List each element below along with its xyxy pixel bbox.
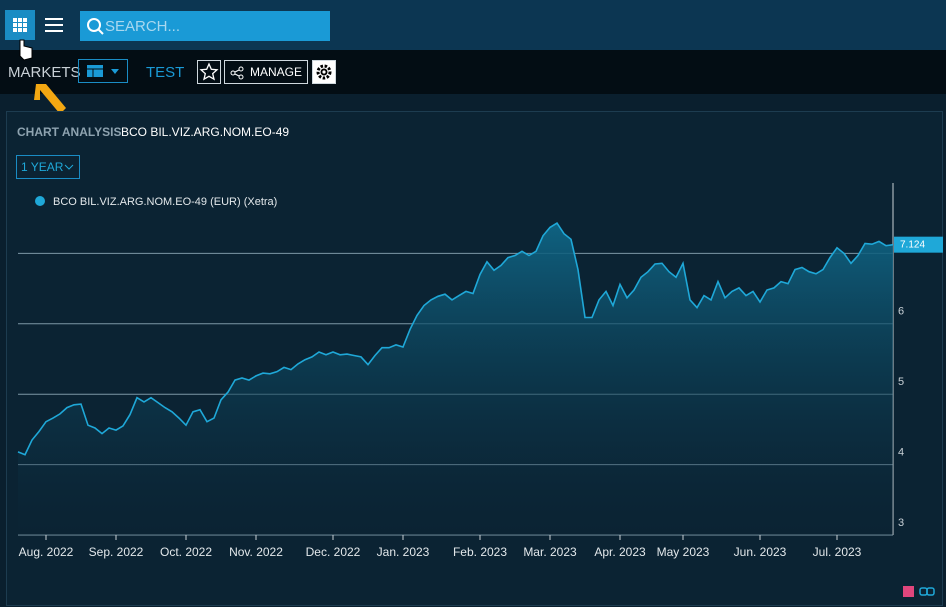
share-icon (230, 66, 244, 80)
favorite-button[interactable] (197, 60, 221, 84)
search-icon (87, 18, 104, 35)
cursor (19, 39, 33, 61)
instrument-name: BCO BIL.VIZ.ARG.NOM.EO-49 (121, 125, 290, 139)
search-box[interactable]: SEARCH... (80, 11, 330, 41)
x-tick-label: Dec. 2022 (306, 545, 361, 559)
range-label: 1 YEAR (21, 160, 64, 174)
x-tick-label: Jan. 2023 (377, 545, 430, 559)
top-bar: SEARCH... (0, 0, 946, 50)
gear-icon (316, 64, 332, 80)
x-tick-label: Jun. 2023 (734, 545, 787, 559)
legend-marker (35, 196, 45, 206)
x-tick-label: Mar. 2023 (523, 545, 577, 559)
last-value-tag (894, 236, 943, 253)
markets-tab[interactable]: MARKETS (8, 64, 81, 81)
hint-arrow (34, 84, 66, 114)
x-tick-label: Apr. 2023 (594, 545, 646, 559)
x-tick-label: Sep. 2022 (89, 545, 144, 559)
layout-dropdown[interactable] (78, 59, 128, 83)
last-value-label: 7.124 (900, 239, 925, 250)
menu-button[interactable] (44, 16, 64, 34)
manage-button[interactable]: MANAGE (224, 60, 308, 84)
y-tick-label: 6 (898, 306, 904, 318)
link-icon[interactable] (919, 586, 935, 597)
x-tick-label: Oct. 2022 (160, 545, 212, 559)
layout-icon (87, 65, 119, 77)
chevron (64, 164, 74, 170)
apps-icon (13, 18, 27, 32)
line (17, 222, 894, 456)
test-tab[interactable]: TEST (146, 64, 185, 81)
panel-label: CHART ANALYSIS (17, 125, 122, 139)
x-tick-label: Jul. 2023 (813, 545, 862, 559)
nav-bar: MARKETS TEST MANAGE (0, 50, 946, 94)
x-tick-label: Feb. 2023 (453, 545, 507, 559)
x-tick-label: May 2023 (657, 545, 710, 559)
area (18, 223, 893, 535)
settings-button[interactable] (312, 60, 336, 84)
y-tick-label: 4 (898, 447, 904, 459)
search-placeholder: SEARCH... (105, 18, 181, 35)
legend-label: BCO BIL.VIZ.ARG.NOM.EO-49 (EUR) (Xetra) (53, 196, 277, 208)
manage-label: MANAGE (250, 65, 303, 79)
x-tick-label: Nov. 2022 (229, 545, 283, 559)
range-dropdown[interactable]: 1 YEAR (16, 155, 80, 179)
star-icon (199, 62, 219, 81)
flag-icon[interactable] (903, 586, 914, 597)
x-tick-label: Aug. 2022 (19, 545, 74, 559)
y-tick-label: 3 (898, 517, 904, 529)
y-tick-label: 5 (898, 376, 904, 388)
apps-button[interactable] (5, 10, 35, 40)
